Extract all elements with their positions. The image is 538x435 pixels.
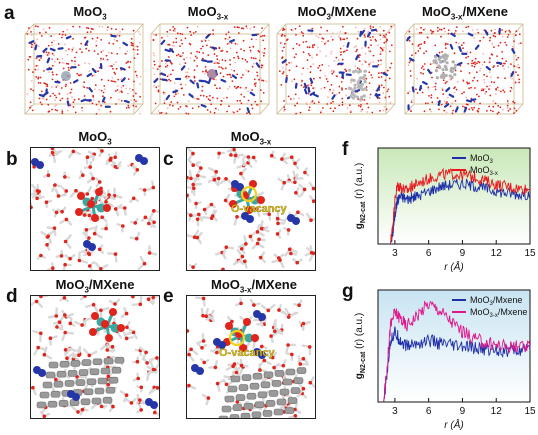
mxene-slab [432, 53, 458, 80]
x-tick-label: 15 [524, 406, 536, 417]
x-tick-label: 12 [491, 406, 503, 417]
x-tick-label: 9 [460, 248, 466, 259]
nitrogen-molecules [281, 28, 389, 100]
rdf-chart-f: 3 6 9 12 15 r (Å) gN2-cat (r) (a.u.) MoO3 MoO3-x [330, 140, 536, 274]
x-tick-label: 15 [524, 248, 536, 259]
water-molecules [26, 25, 142, 115]
panel-label-c: c [163, 149, 174, 170]
legend-label-1: MoO3/Mxene [470, 295, 522, 307]
box-title-1: MoO3 [73, 4, 107, 22]
mxene-surface [218, 367, 307, 418]
series-line-2 [383, 300, 531, 403]
snapshot-title-d: MoO3/MXene [55, 277, 135, 295]
y-axis-label: gN2-cat (r) (a.u.) [354, 163, 367, 229]
mo-oxide-cluster [75, 188, 111, 222]
mxene-slab [347, 68, 367, 102]
water-molecules [152, 25, 268, 115]
md-snapshot-moo3x-mxene: O-vacancy [186, 295, 316, 419]
vacancy-ring [240, 185, 258, 203]
x-axis-label: r (Å) [444, 260, 463, 273]
y-axis-label: gN2-cat (r) (a.u.) [354, 313, 367, 379]
md-snapshot-moo3-mxene [30, 295, 160, 419]
snapshot-title-c: MoO3-x [230, 129, 272, 147]
x-axis-label: r (Å) [444, 418, 463, 431]
simulation-box-moo3-mxene [274, 22, 398, 118]
nitrogen-molecules [31, 154, 148, 251]
nitrogen-molecules [231, 180, 300, 225]
moo3x-cluster [207, 69, 217, 79]
water-sticks [187, 148, 315, 270]
legend-label-2: MoO3-x/Mxene [470, 307, 527, 319]
moo3-cluster [61, 71, 71, 81]
box-title-2: MoO3-x [187, 4, 229, 22]
box-title-3: MoO3/MXene [297, 4, 377, 22]
panel-label-f: f [342, 139, 349, 160]
panel-label-d: d [6, 286, 18, 307]
md-snapshot-moo3 [30, 147, 160, 271]
simulation-box-moo3 [22, 22, 146, 118]
x-tick-label: 6 [426, 406, 432, 417]
panel-label-a: a [4, 3, 15, 24]
simulation-box-moo3x-mxene [402, 22, 526, 118]
nitrogen-molecules [28, 34, 130, 108]
mxene-surface [36, 356, 125, 409]
legend-label-1: MoO3 [470, 153, 494, 165]
water-molecules [278, 25, 393, 115]
vacancy-label: O-vacancy [231, 203, 288, 215]
panel-label-b: b [6, 149, 18, 170]
nitrogen-molecules [406, 27, 516, 113]
x-tick-label: 6 [426, 248, 432, 259]
nitrogen-molecules [33, 366, 158, 409]
md-snapshot-moo3x: O-vacancy [186, 147, 316, 271]
water-molecules [407, 25, 522, 115]
vacancy-label: O-vacancy [219, 347, 276, 359]
panel-label-e: e [163, 286, 174, 307]
panel-label-g: g [342, 281, 354, 302]
x-tick-label: 3 [392, 406, 398, 417]
x-tick-label: 3 [392, 248, 398, 259]
mo-oxide-cluster [89, 308, 125, 342]
x-tick-label: 12 [491, 248, 503, 259]
series-line-2 [389, 167, 531, 245]
rdf-chart-g: 3 6 9 12 15 r (Å) gN2-cat (r) (a.u.) MoO3/Mxene… [330, 282, 536, 432]
legend-label-2: MoO3-x [470, 165, 498, 177]
box-title-4: MoO3-x/MXene [422, 4, 508, 22]
snapshot-title-b: MoO3 [78, 129, 112, 147]
nitrogen-molecules [153, 33, 261, 114]
nitrogen-molecules [191, 310, 266, 375]
vacancy-ring [228, 329, 246, 347]
simulation-box-moo3x [148, 22, 272, 118]
series-line-1 [389, 178, 531, 245]
snapshot-title-e: MoO3-x/MXene [211, 277, 297, 295]
x-tick-label: 9 [460, 406, 466, 417]
